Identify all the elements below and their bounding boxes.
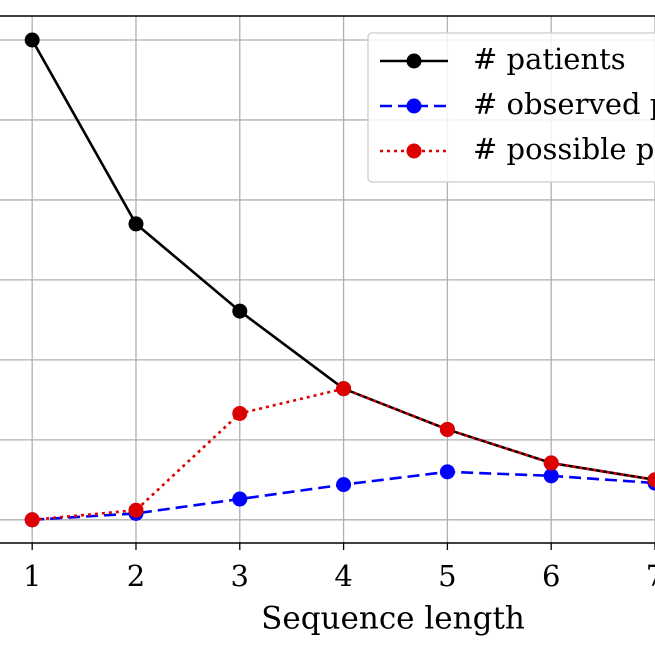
legend-box — [367, 32, 655, 183]
data-point — [128, 216, 144, 232]
data-point — [439, 464, 455, 480]
x-tick-label: 2 — [127, 559, 145, 593]
legend-label: # possible pa — [473, 132, 655, 166]
data-point — [128, 502, 144, 518]
data-point — [24, 32, 40, 48]
data-point — [336, 477, 352, 493]
data-point — [439, 421, 455, 437]
legend-marker — [406, 98, 422, 114]
x-tick-label: 3 — [231, 559, 249, 593]
data-point — [232, 405, 248, 421]
legend-marker — [406, 143, 422, 159]
data-point — [647, 472, 655, 488]
data-point — [543, 468, 559, 484]
x-tick-label: 5 — [438, 559, 456, 593]
x-axis-label: Sequence length — [261, 601, 525, 637]
data-point — [232, 491, 248, 507]
x-tick-label: 7 — [646, 559, 655, 593]
x-tick-label: 6 — [542, 559, 560, 593]
x-tick-label: 4 — [334, 559, 352, 593]
data-point — [232, 303, 248, 319]
data-point — [543, 455, 559, 471]
x-tick-label: 1 — [23, 559, 41, 593]
legend-label: # observed p — [473, 87, 655, 121]
data-point — [24, 512, 40, 528]
legend-marker — [406, 53, 422, 69]
legend-label: # patients — [473, 42, 626, 76]
data-point — [336, 381, 352, 397]
